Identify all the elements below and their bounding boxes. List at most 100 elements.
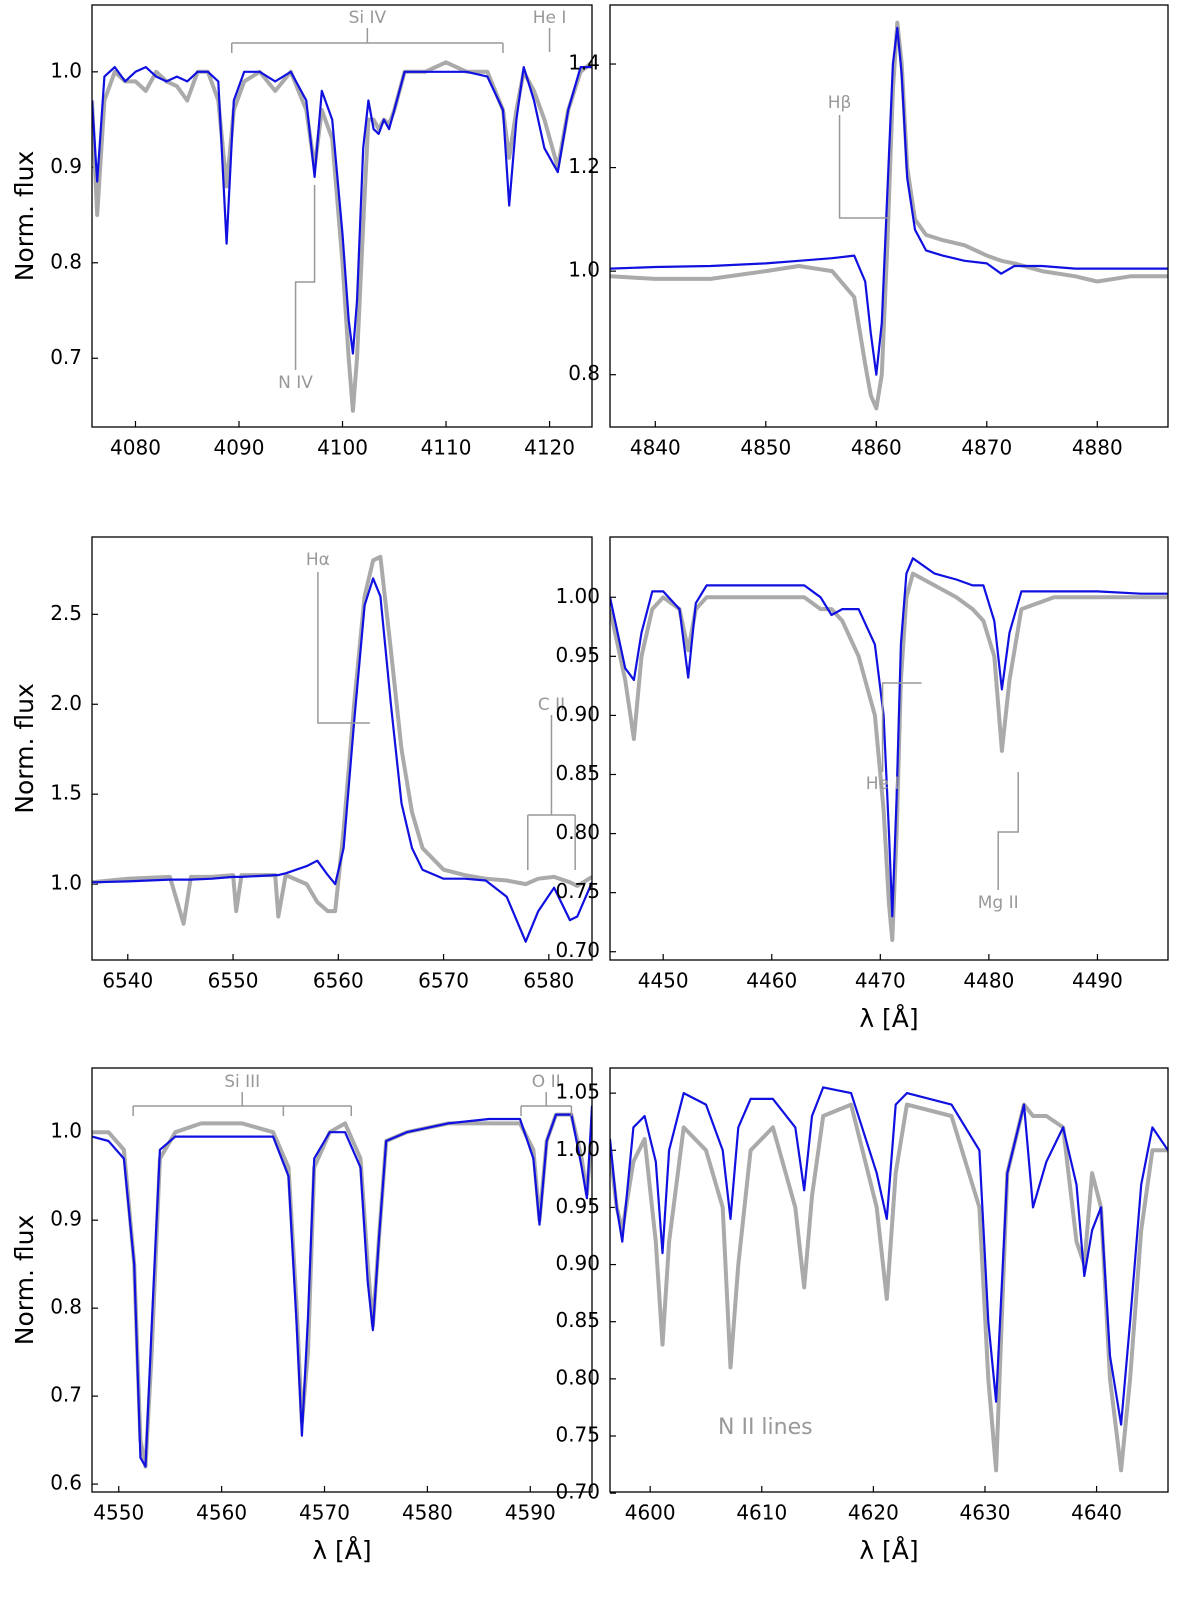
annotation-label: He I xyxy=(533,8,567,28)
x-tick-label: 6550 xyxy=(208,969,259,993)
y-tick-label: 2.5 xyxy=(50,601,82,625)
spectrum-line xyxy=(92,1105,592,1468)
x-tick-label: 4860 xyxy=(851,436,902,460)
leader xyxy=(997,772,1019,890)
x-tick-label: 4870 xyxy=(961,436,1012,460)
y-tick-label: 0.95 xyxy=(555,643,600,667)
spectrum-line xyxy=(610,1086,1168,1426)
spectrum-line xyxy=(610,20,1168,411)
y-tick-label: 0.85 xyxy=(555,761,600,785)
y-tick-label: 1.05 xyxy=(555,1080,600,1104)
y-tick-label: 1.0 xyxy=(50,871,82,895)
y-tick-label: 0.70 xyxy=(555,1480,600,1504)
y-tick-label: 0.75 xyxy=(555,1423,600,1447)
annotation-label: He I xyxy=(866,774,900,794)
x-tick-label: 4600 xyxy=(625,1501,676,1525)
x-tick-label: 4080 xyxy=(110,436,161,460)
x-tick-label: 4590 xyxy=(505,1501,556,1525)
y-tick-label: 0.75 xyxy=(555,879,600,903)
x-tick-label: 4470 xyxy=(855,969,906,993)
y-tick-label: 0.8 xyxy=(50,1295,82,1319)
y-tick-label: 1.0 xyxy=(568,258,600,282)
spectrum-line xyxy=(92,1112,592,1469)
y-tick-label: 0.7 xyxy=(50,1383,82,1407)
y-tick-label: 1.5 xyxy=(50,781,82,805)
y-tick-label: 0.90 xyxy=(555,1251,600,1275)
leader xyxy=(838,115,890,219)
panel: 0.7 0.8 0.9 1.0 4080 4090 4100 4110 4120 Si IV He … xyxy=(10,4,593,460)
y-tick-label: 0.8 xyxy=(568,361,600,385)
y-axis-label: Norm. flux xyxy=(10,1215,39,1345)
x-tick-label: 4640 xyxy=(1071,1501,1122,1525)
leader xyxy=(294,185,316,370)
x-axis-label: λ [Å] xyxy=(859,1536,918,1565)
y-tick-label: 1.00 xyxy=(555,584,600,608)
annotation-label: C II xyxy=(538,695,565,715)
y-tick-label: 0.80 xyxy=(555,820,600,844)
x-tick-label: 4490 xyxy=(1072,969,1123,993)
axes-frame xyxy=(609,536,1169,961)
axes-frame xyxy=(91,536,593,961)
annotation-label: Hβ xyxy=(828,93,852,113)
y-tick-label: 0.70 xyxy=(555,938,600,962)
x-tick-label: 6560 xyxy=(313,969,364,993)
annotation-label: Si III xyxy=(224,1072,260,1092)
x-tick-label: 6540 xyxy=(102,969,153,993)
y-tick-label: 0.7 xyxy=(50,345,82,369)
x-axis-label: λ [Å] xyxy=(312,1536,371,1565)
y-tick-label: 2.0 xyxy=(50,691,82,715)
annotation-label: Si IV xyxy=(349,8,387,28)
x-tick-label: 4620 xyxy=(848,1501,899,1525)
axes-frame xyxy=(609,1067,1169,1493)
y-tick-label: 1.00 xyxy=(555,1137,600,1161)
x-tick-label: 4460 xyxy=(746,969,797,993)
x-tick-label: 4630 xyxy=(960,1501,1011,1525)
y-tick-label: 1.4 xyxy=(568,51,600,75)
axes-frame xyxy=(91,4,593,428)
panel: 1.0 1.5 2.0 2.5 6540 6550 6560 6570 6580 Hα C II No… xyxy=(10,536,593,993)
y-tick-label: 0.9 xyxy=(50,154,82,178)
spectrum-line xyxy=(610,557,1168,918)
x-tick-label: 4570 xyxy=(299,1501,350,1525)
spectrum-line xyxy=(610,1102,1168,1473)
axes-frame xyxy=(91,1067,593,1493)
x-tick-label: 4850 xyxy=(740,436,791,460)
y-tick-label: 0.80 xyxy=(555,1365,600,1389)
x-tick-label: 4580 xyxy=(402,1501,453,1525)
annotation-label: N IV xyxy=(278,373,313,393)
annotation-label: Mg II xyxy=(978,893,1019,913)
x-tick-label: 4840 xyxy=(630,436,681,460)
y-tick-label: 0.90 xyxy=(555,702,600,726)
y-tick-label: 0.6 xyxy=(50,1471,82,1495)
panel: 0.70 0.75 0.80 0.85 0.90 0.95 1.00 1.05 4600 4610… xyxy=(555,1067,1169,1565)
panel: 0.8 1.0 1.2 1.4 4840 4850 4860 4870 4880 Hβ xyxy=(568,4,1169,460)
y-tick-label: 0.8 xyxy=(50,249,82,273)
spectrum-line xyxy=(92,66,592,355)
axes-frame xyxy=(609,4,1169,428)
x-tick-label: 4450 xyxy=(638,969,689,993)
spectrum-line xyxy=(92,577,592,943)
x-tick-label: 4110 xyxy=(421,436,472,460)
spectrum-line xyxy=(92,60,592,413)
y-tick-label: 0.95 xyxy=(555,1194,600,1218)
y-axis-label: Norm. flux xyxy=(10,151,39,281)
y-tick-label: 0.85 xyxy=(555,1308,600,1332)
x-tick-label: 4560 xyxy=(196,1501,247,1525)
annotation-label: O II xyxy=(532,1072,561,1092)
x-axis-label: λ [Å] xyxy=(859,1004,918,1033)
y-tick-label: 1.0 xyxy=(50,58,82,82)
leader xyxy=(881,682,922,772)
spectrum-line xyxy=(610,26,1168,376)
x-tick-label: 4120 xyxy=(524,436,575,460)
y-tick-label: 0.9 xyxy=(50,1207,82,1231)
x-tick-label: 4610 xyxy=(736,1501,787,1525)
x-tick-label: 6570 xyxy=(418,969,469,993)
y-tick-label: 1.2 xyxy=(568,154,600,178)
leader xyxy=(317,572,370,724)
x-tick-label: 4480 xyxy=(963,969,1014,993)
x-tick-label: 4090 xyxy=(214,436,265,460)
y-axis-label: Norm. flux xyxy=(10,683,39,813)
annotation-label: Hα xyxy=(306,550,330,570)
x-tick-label: 4100 xyxy=(317,436,368,460)
